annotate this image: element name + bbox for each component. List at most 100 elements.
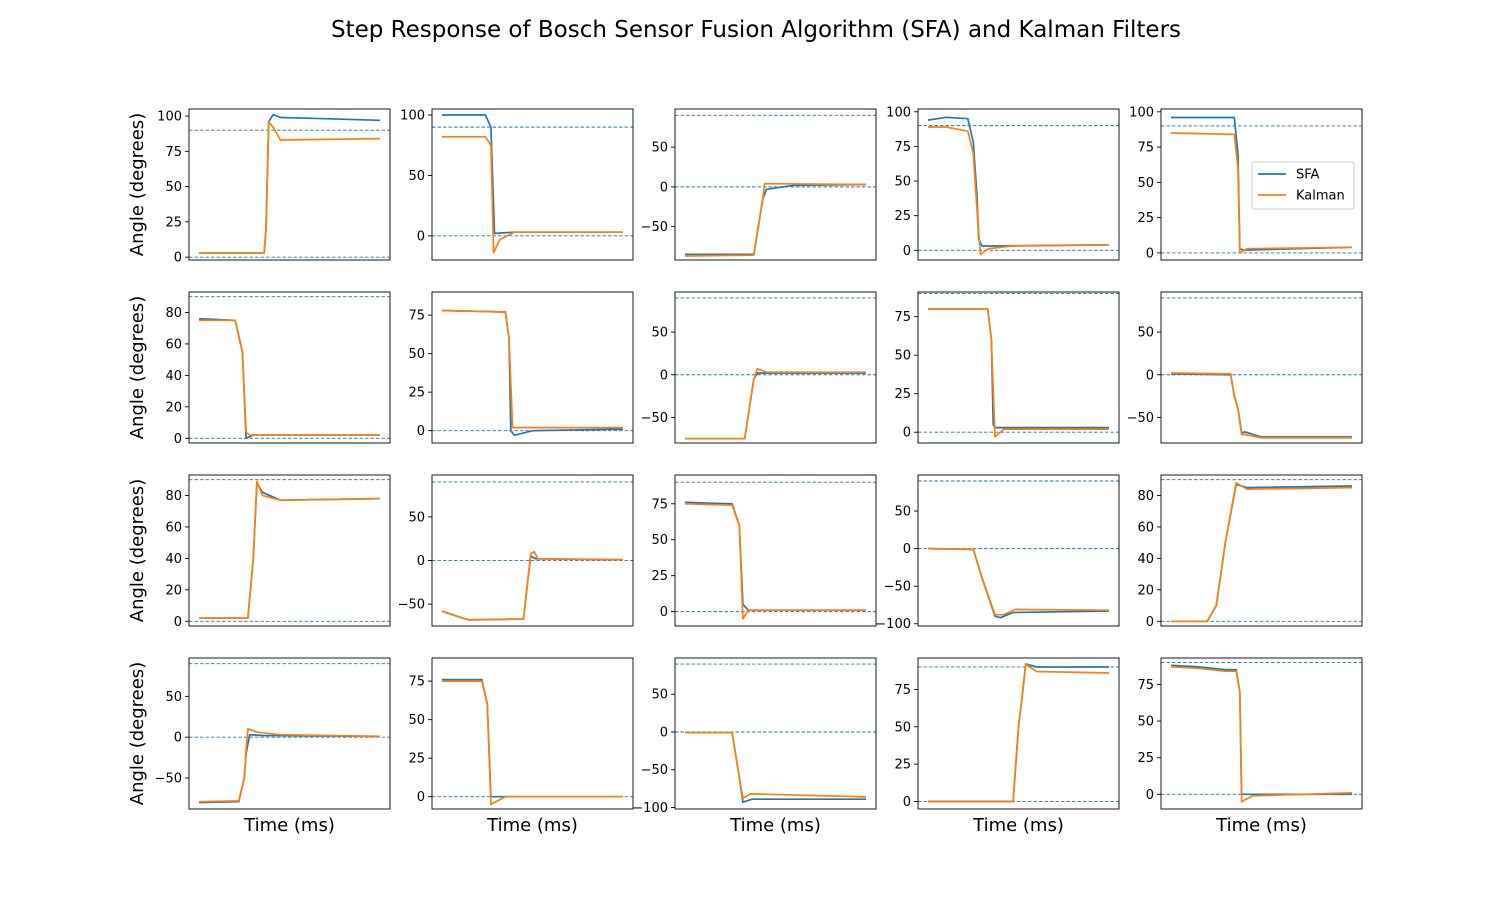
y-tick-label: 75	[894, 140, 911, 155]
x-axis-label: Time (ms)	[972, 815, 1064, 836]
axes-frame	[674, 657, 877, 810]
y-tick-label: −50	[641, 411, 668, 426]
series-line-kalman	[685, 367, 866, 440]
panel-11: 0 20 40 60 80 Angle (degrees)	[127, 474, 391, 630]
y-axis-label: Angle (degrees)	[127, 662, 148, 805]
panel-20: 0 25 50 75 Time (ms)	[1137, 657, 1363, 836]
series-line-sfa	[442, 678, 623, 798]
y-axis-label: Angle (degrees)	[127, 113, 148, 256]
axes-frame	[431, 291, 634, 444]
series-line-sfa	[441, 555, 624, 621]
y-tick-label: 50	[165, 180, 182, 195]
y-tick-label: 50	[894, 349, 911, 364]
y-tick-label: 0	[1146, 368, 1154, 383]
axes-frame	[1160, 108, 1363, 261]
panel-13: 0 25 50 75	[651, 474, 877, 627]
y-tick-label: −50	[641, 763, 668, 778]
y-tick-label: 50	[1137, 715, 1154, 730]
y-tick-label: 0	[903, 426, 911, 441]
y-tick-label: 50	[894, 720, 911, 735]
y-tick-label: −50	[398, 598, 425, 613]
series-line-kalman	[441, 550, 624, 621]
y-tick-label: 0	[660, 180, 668, 195]
series-line-kalman	[928, 663, 1110, 803]
y-tick-label: 50	[894, 505, 911, 520]
y-tick-label: 60	[165, 337, 182, 352]
axes-frame	[674, 474, 877, 627]
y-tick-label: 75	[651, 497, 668, 512]
y-tick-label: 20	[165, 400, 182, 415]
axes-frame	[188, 657, 391, 810]
y-tick-label: 40	[165, 369, 182, 384]
panel-14: −100 −50 0 50	[875, 474, 1120, 632]
y-tick-label: 50	[165, 690, 182, 705]
series-line-sfa	[1171, 483, 1353, 623]
panel-8: −50 0 50	[641, 291, 877, 444]
panel-7: 0 25 50 75	[408, 291, 634, 444]
series-line-kalman	[1170, 665, 1353, 803]
y-tick-label: 50	[1137, 326, 1154, 341]
series-line-kalman	[199, 319, 380, 436]
y-tick-label: 0	[903, 795, 911, 810]
y-tick-label: 50	[651, 326, 668, 341]
x-axis-label: Time (ms)	[1215, 815, 1307, 836]
y-tick-label: 25	[894, 209, 911, 224]
y-tick-label: 50	[651, 141, 668, 156]
series-line-sfa	[198, 733, 381, 804]
y-tick-label: −50	[1127, 411, 1154, 426]
y-tick-label: 80	[165, 489, 182, 504]
series-line-kalman	[1170, 372, 1352, 439]
y-tick-label: 60	[1137, 520, 1154, 535]
y-tick-label: −50	[641, 220, 668, 235]
y-tick-label: −100	[875, 617, 911, 632]
y-tick-label: 100	[886, 105, 911, 120]
y-tick-label: 100	[400, 109, 425, 124]
y-tick-label: 0	[903, 542, 911, 557]
y-tick-label: 40	[165, 552, 182, 567]
panel-17: 0 25 50 75 Time (ms)	[408, 657, 634, 836]
series-line-sfa	[685, 183, 867, 256]
y-tick-label: −50	[884, 580, 911, 595]
series-line-kalman	[199, 120, 381, 254]
y-tick-label: 60	[165, 520, 182, 535]
series-line-kalman	[442, 680, 623, 806]
legend: SFA Kalman	[1251, 161, 1355, 210]
axes-frame	[188, 291, 391, 444]
axes-frame	[1160, 657, 1363, 810]
y-tick-label: 50	[408, 169, 425, 184]
y-tick-label: 25	[894, 387, 911, 402]
y-tick-label: −50	[155, 771, 182, 786]
y-tick-label: 0	[174, 615, 182, 630]
series-line-kalman	[684, 502, 866, 620]
series-line-sfa	[441, 309, 624, 437]
panel-9: 0 25 50 75	[894, 291, 1120, 444]
series-line-kalman	[199, 480, 381, 619]
y-tick-label: 80	[1137, 489, 1154, 504]
y-tick-label: 50	[408, 510, 425, 525]
panel-12: −50 0 50	[398, 474, 634, 627]
series-line-sfa	[199, 113, 381, 254]
series-line-sfa	[1170, 373, 1352, 438]
y-tick-label: 40	[1137, 552, 1154, 567]
y-tick-label: 50	[1137, 176, 1154, 191]
y-tick-label: 75	[1137, 678, 1154, 693]
y-tick-label: 0	[417, 790, 425, 805]
axes-frame	[917, 474, 1120, 627]
y-tick-label: 100	[1129, 105, 1154, 120]
y-tick-label: −100	[632, 801, 668, 816]
y-tick-label: 50	[651, 533, 668, 548]
y-tick-label: 0	[417, 424, 425, 439]
panel-10: −50 0 50	[1127, 291, 1363, 444]
series-line-kalman	[198, 728, 381, 803]
panel-5: 0 25 50 75 100	[1129, 105, 1363, 261]
series-line-sfa	[198, 317, 380, 440]
y-tick-label: 0	[417, 229, 425, 244]
panel-19: 0 25 50 75 Time (ms)	[894, 657, 1120, 836]
series-line-kalman	[442, 135, 623, 254]
panel-16: −50 0 50 Angle (degrees) Time (ms)	[127, 657, 391, 836]
y-tick-label: 75	[1137, 141, 1154, 156]
panels: 0 25 50 75 100 Angle (degrees) 0 50 100 −50 0 50 0 25…	[127, 105, 1363, 836]
y-tick-label: 25	[651, 569, 668, 584]
y-tick-label: 25	[165, 215, 182, 230]
